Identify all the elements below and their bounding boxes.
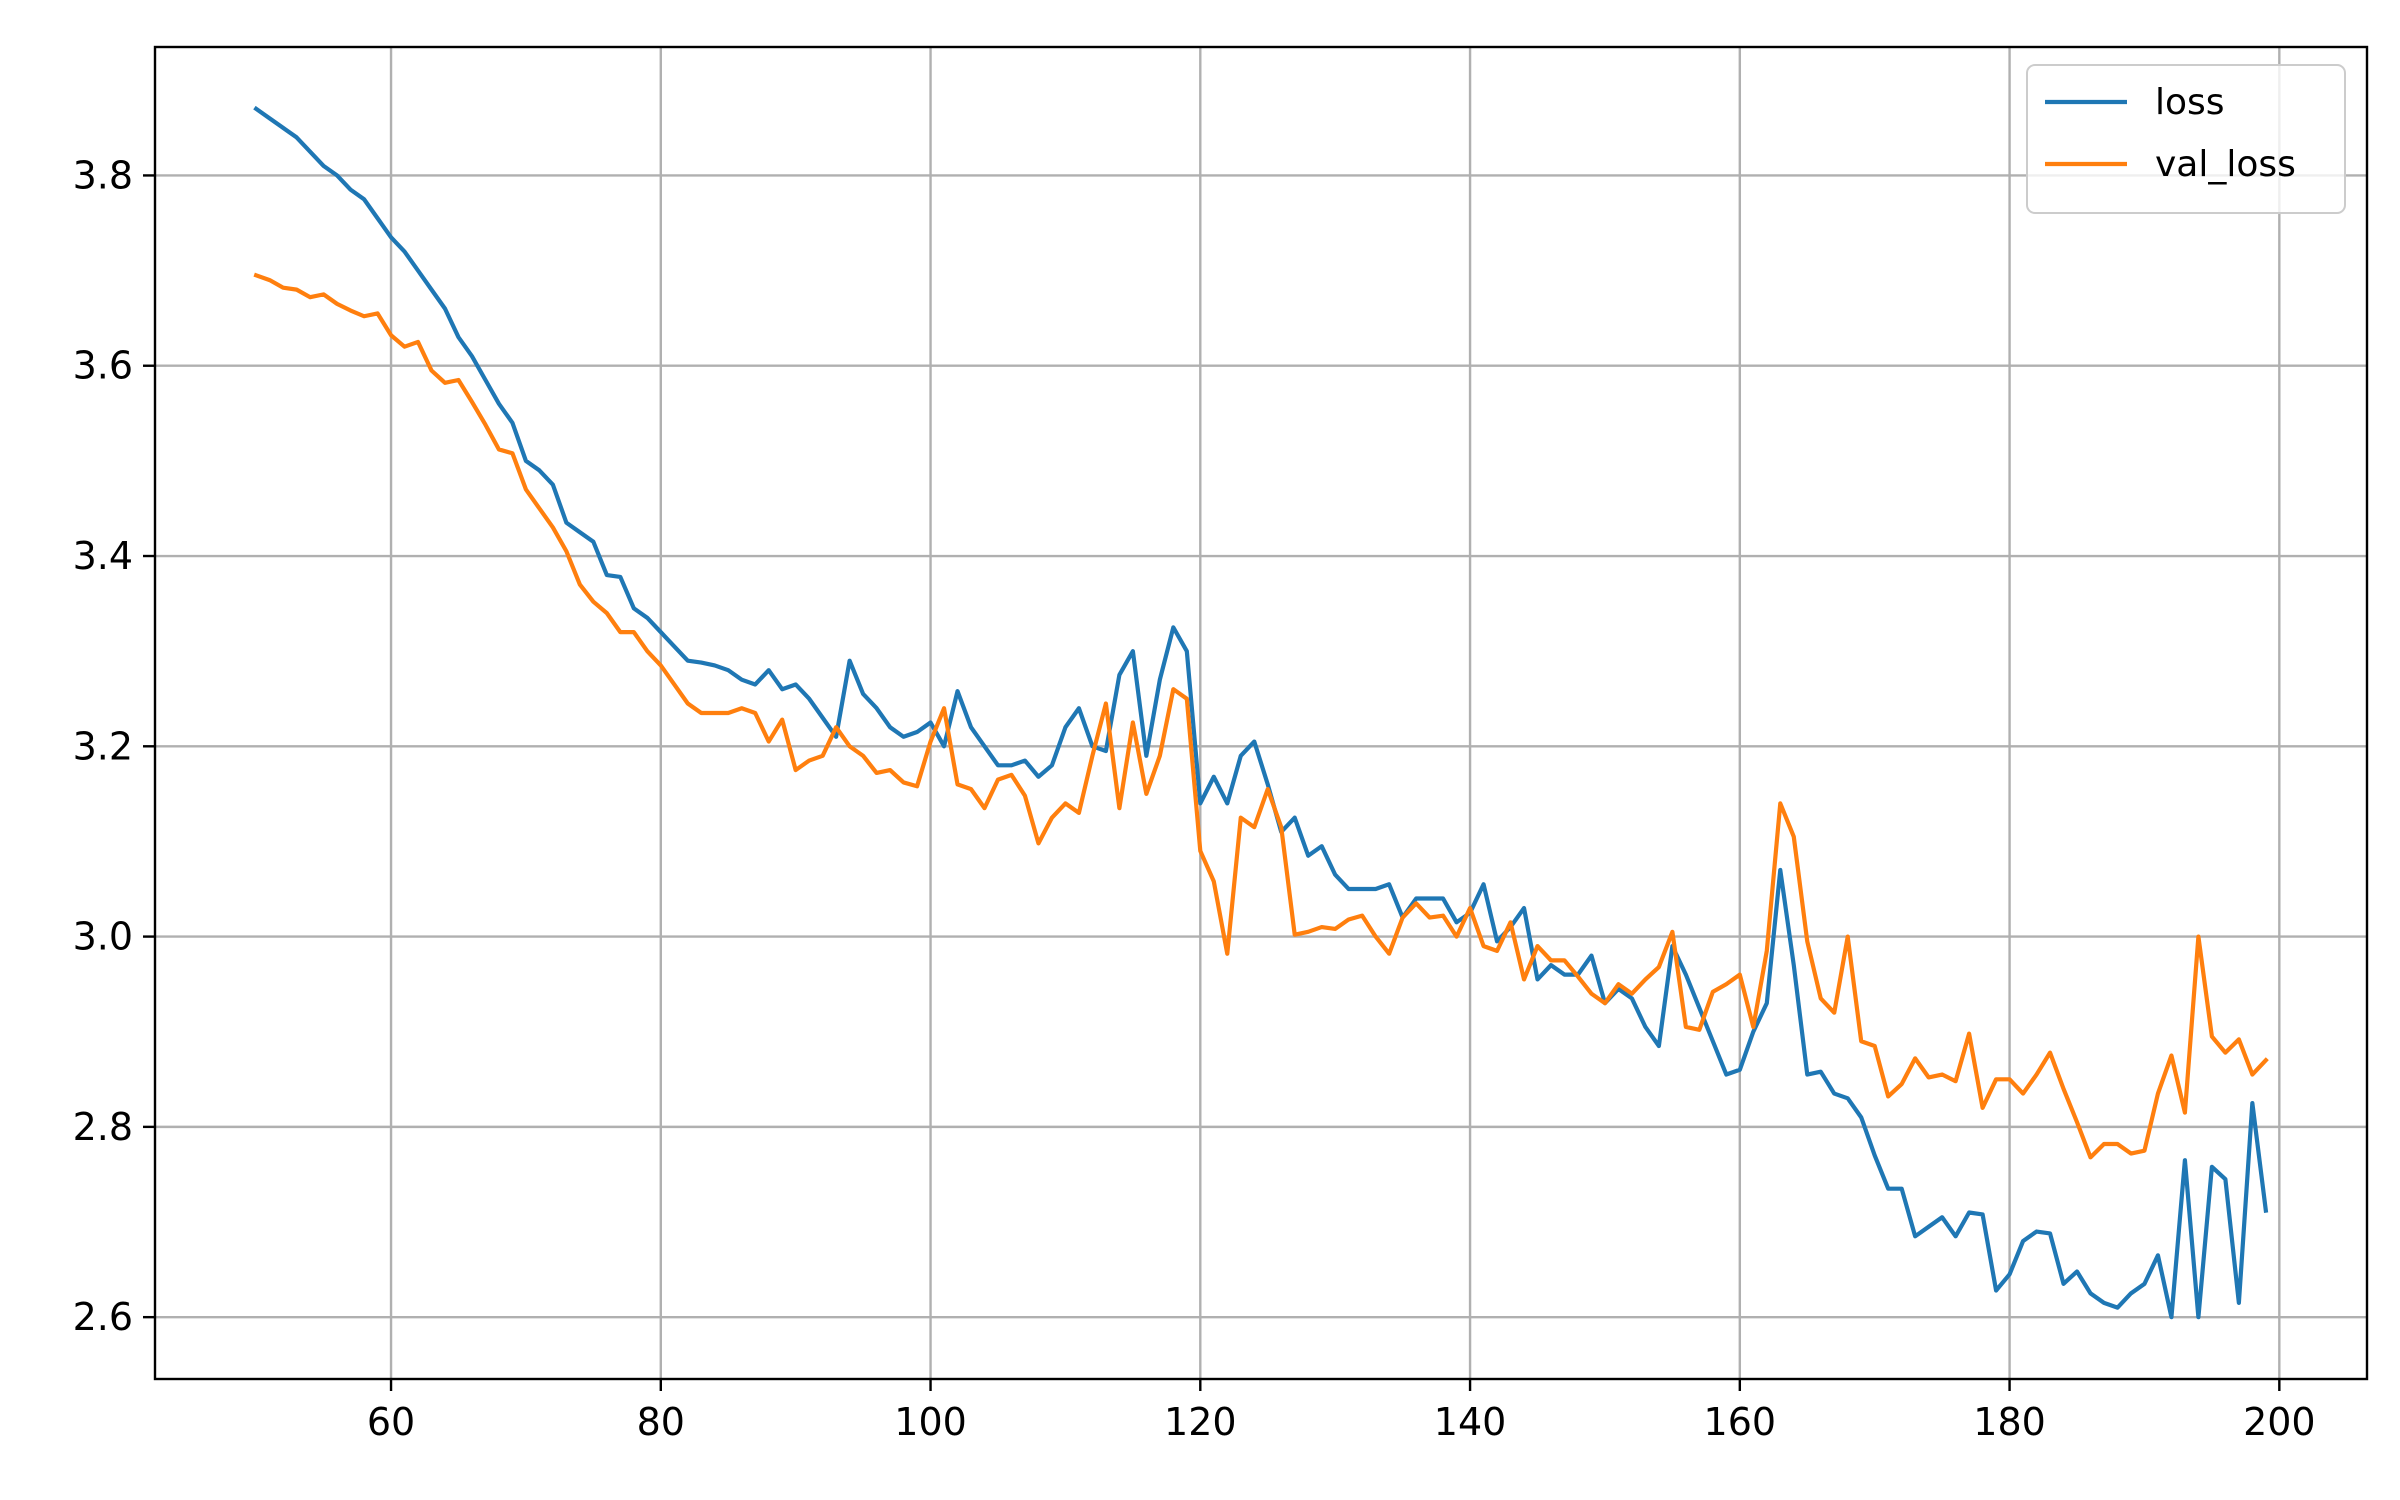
plot-area [155,47,2367,1379]
x-tick-label: 200 [2243,1400,2316,1444]
x-tick-label: 80 [637,1400,685,1444]
y-tick-label: 3.0 [73,915,133,959]
y-tick-label: 2.6 [73,1295,133,1339]
series-lines [253,105,2269,1320]
x-tick-label: 140 [1434,1400,1507,1444]
plot-frame [153,45,2369,1381]
x-tick-label: 60 [367,1400,415,1444]
grid [155,47,2367,1379]
legend-label-val-loss: val_loss [2155,144,2296,185]
x-tick-label: 100 [894,1400,967,1444]
x-tick-label: 180 [1973,1400,2046,1444]
axis-ticks: 60 80 100 120 140 160 180 200 2.6 2.8 3.0 3.2 3.4 3.6… [73,153,2316,1444]
x-tick-label: 160 [1704,1400,1777,1444]
y-tick-label: 3.4 [73,534,133,578]
y-tick-label: 2.8 [73,1105,133,1149]
series-line-val-loss [253,272,2269,1160]
x-tick-label: 120 [1164,1400,1237,1444]
legend-label-loss: loss [2155,82,2225,123]
series-line-loss [253,105,2269,1320]
y-tick-label: 3.8 [73,153,133,197]
y-tick-label: 3.6 [73,344,133,388]
legend: loss val_loss [2026,64,2346,214]
y-tick-label: 3.2 [73,724,133,768]
